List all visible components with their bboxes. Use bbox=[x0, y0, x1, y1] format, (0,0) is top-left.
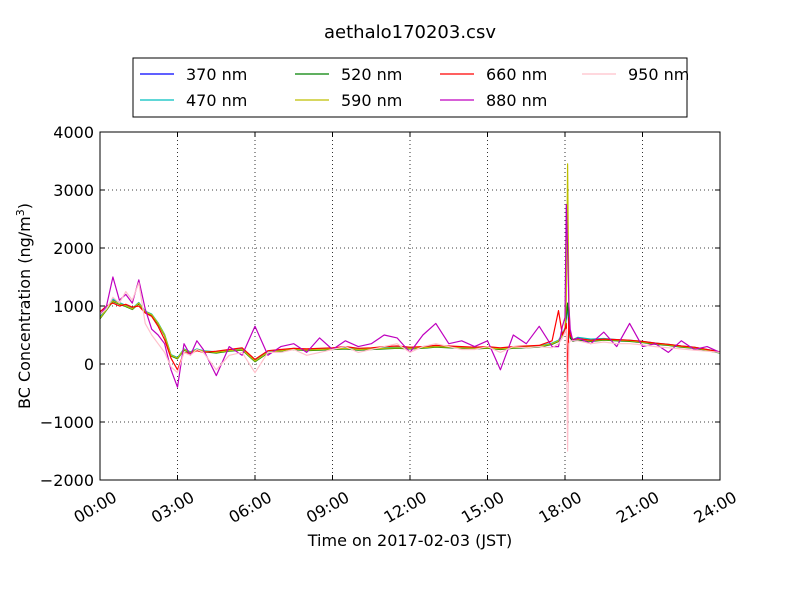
legend-label: 370 nm bbox=[186, 65, 247, 84]
legend-label: 950 nm bbox=[628, 65, 689, 84]
x-axis-label: Time on 2017-02-03 (JST) bbox=[307, 531, 512, 550]
y-axis-label-close: ) bbox=[15, 203, 34, 209]
ticks bbox=[99, 131, 721, 481]
series-line-660-nm bbox=[100, 302, 720, 382]
y-tick-label: 4000 bbox=[53, 123, 94, 142]
legend-label: 520 nm bbox=[341, 65, 402, 84]
series-lines bbox=[100, 163, 720, 452]
y-tick-label: 1000 bbox=[53, 297, 94, 316]
y-tick-label: −1000 bbox=[40, 413, 94, 432]
chart-title: aethalo170203.csv bbox=[324, 22, 496, 43]
y-axis-label-main: BC Concentration (ng/m bbox=[15, 216, 34, 409]
y-tick-label: −2000 bbox=[40, 471, 94, 490]
legend-label: 470 nm bbox=[186, 91, 247, 110]
legend-label: 590 nm bbox=[341, 91, 402, 110]
legend-label: 660 nm bbox=[486, 65, 547, 84]
y-tick-label: 3000 bbox=[53, 181, 94, 200]
y-axis-label-sup: 3 bbox=[14, 209, 27, 216]
legend-label: 880 nm bbox=[486, 91, 547, 110]
legend-items: 370 nm 470 nm 520 nm 590 nm 660 nm 880 nm 950 … bbox=[140, 65, 689, 110]
y-axis-label: BC Concentration (ng/m3) bbox=[14, 203, 34, 409]
y-tick-labels: −2000 −1000 0 1000 2000 3000 4000 bbox=[40, 123, 94, 490]
series-line-880-nm bbox=[100, 203, 720, 388]
legend-box bbox=[132, 57, 688, 118]
grid bbox=[100, 132, 720, 480]
y-tick-label: 0 bbox=[84, 355, 94, 374]
legend: 370 nm 470 nm 520 nm 590 nm 660 nm 880 nm 950 … bbox=[132, 57, 689, 118]
series-line-950-nm bbox=[100, 282, 720, 452]
y-tick-label: 2000 bbox=[53, 239, 94, 258]
